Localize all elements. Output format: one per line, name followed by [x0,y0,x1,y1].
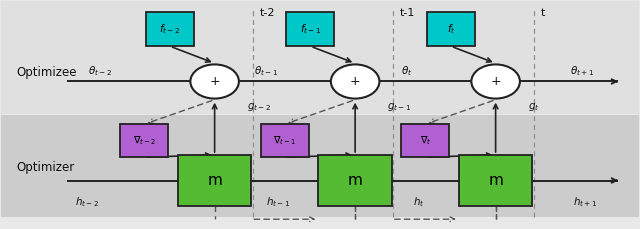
Text: $\theta_{t-1}$: $\theta_{t-1}$ [253,64,278,78]
Text: t: t [540,8,545,18]
Text: m: m [488,173,503,188]
Bar [1,1,639,114]
Text: $\nabla_t$: $\nabla_t$ [420,134,431,147]
Text: t-1: t-1 [400,8,415,18]
Text: $f_t$: $f_t$ [447,22,455,36]
FancyBboxPatch shape [178,155,252,206]
Text: $g_t$: $g_t$ [527,101,539,112]
FancyBboxPatch shape [427,12,475,46]
FancyBboxPatch shape [319,155,392,206]
Text: $h_{t+1}$: $h_{t+1}$ [573,195,597,209]
Ellipse shape [471,64,520,98]
Text: $h_t$: $h_t$ [413,195,425,209]
Text: $f_{t-2}$: $f_{t-2}$ [159,22,180,36]
Bar [1,114,639,217]
Ellipse shape [331,64,380,98]
Text: +: + [209,75,220,88]
Text: $\theta_{t-2}$: $\theta_{t-2}$ [88,64,111,78]
FancyBboxPatch shape [261,124,309,157]
Text: $g_{t-1}$: $g_{t-1}$ [387,101,412,112]
FancyBboxPatch shape [459,155,532,206]
Text: t-2: t-2 [259,8,275,18]
Text: $f_{t-1}$: $f_{t-1}$ [300,22,321,36]
Text: $h_{t-1}$: $h_{t-1}$ [266,195,291,209]
FancyBboxPatch shape [401,124,449,157]
Text: m: m [207,173,222,188]
Ellipse shape [190,64,239,98]
Text: +: + [350,75,360,88]
FancyBboxPatch shape [146,12,194,46]
Text: $\theta_t$: $\theta_t$ [401,64,412,78]
Text: $g_{t-2}$: $g_{t-2}$ [246,101,271,112]
Text: $\theta_{t+1}$: $\theta_{t+1}$ [570,64,594,78]
FancyBboxPatch shape [120,124,168,157]
Text: $h_{t-2}$: $h_{t-2}$ [75,195,99,209]
Text: $\nabla_{t-1}$: $\nabla_{t-1}$ [273,134,296,147]
Text: $\nabla_{t-2}$: $\nabla_{t-2}$ [132,134,156,147]
Text: m: m [348,173,363,188]
FancyBboxPatch shape [287,12,334,46]
Text: Optimizee: Optimizee [17,66,77,79]
Text: Optimizer: Optimizer [17,161,75,174]
Text: +: + [490,75,501,88]
